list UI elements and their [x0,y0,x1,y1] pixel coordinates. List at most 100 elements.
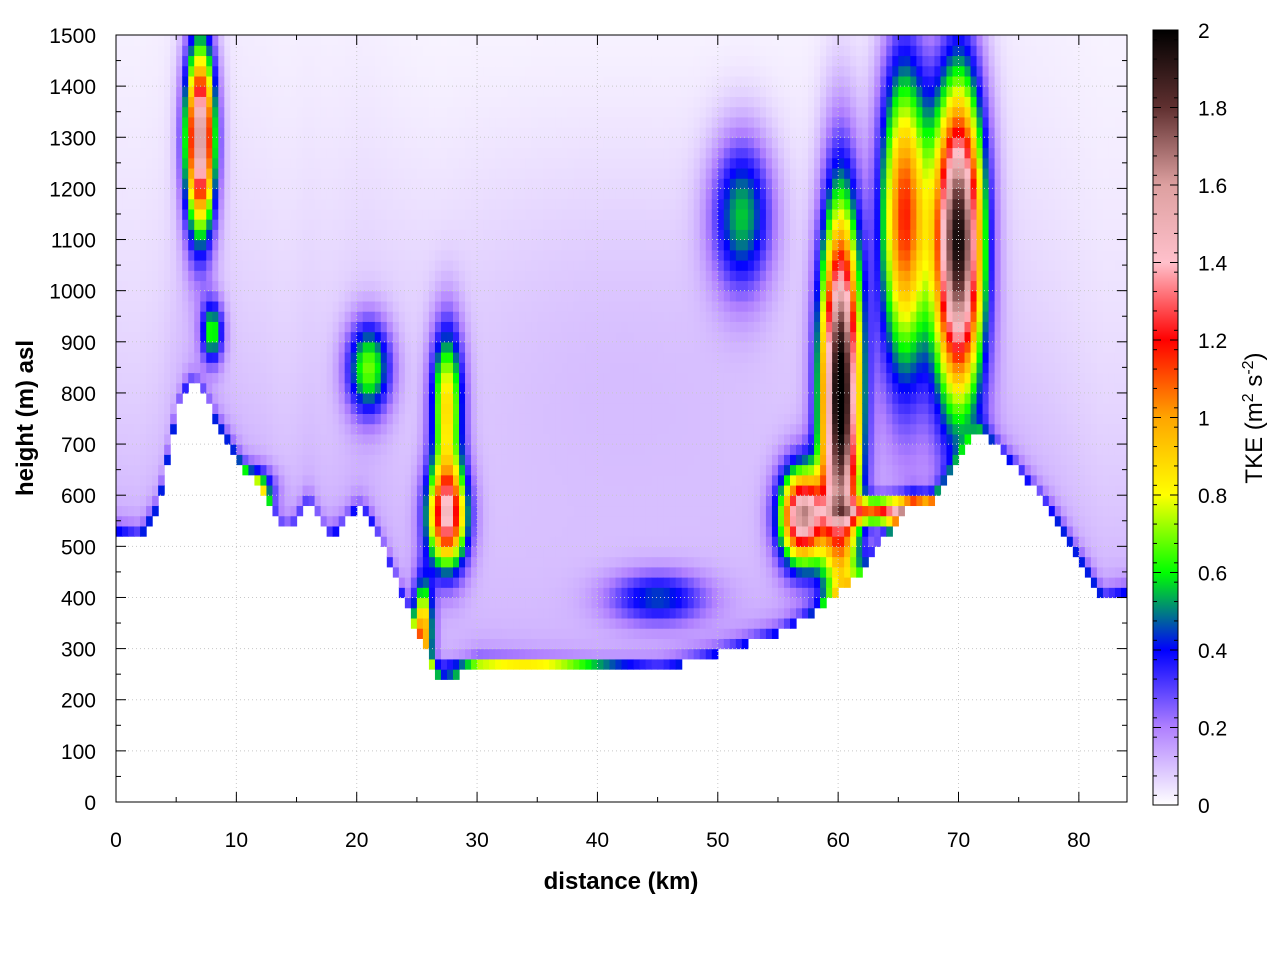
heatmap-cell [134,106,141,118]
heatmap-cell [296,484,304,496]
heatmap-cell [380,321,388,333]
heatmap-cell [543,219,550,230]
heatmap-cell [290,86,298,97]
heatmap-cell [398,587,406,599]
heatmap-cell [567,270,574,282]
heatmap-cell [332,321,340,333]
heatmap-cell [543,566,550,578]
heatmap-cell [519,546,526,558]
heatmap-cell [465,127,472,138]
heatmap-cell [428,229,436,241]
heatmap-cell [669,96,677,108]
heatmap-cell [585,35,593,46]
heatmap-cell [128,372,135,384]
heatmap-cell [446,300,454,312]
heatmap-cell [278,300,286,312]
heatmap-cell [248,352,256,363]
heatmap-cell [519,454,526,466]
heatmap-cell [302,484,310,496]
heatmap-cell [404,290,412,302]
heatmap-cell [122,45,129,57]
heatmap-cell [555,423,562,435]
heatmap-cell [428,515,436,527]
heatmap-cell [639,423,647,435]
heatmap-cell [146,280,153,292]
heatmap-cell [543,178,550,189]
heatmap-cell [374,219,382,230]
heatmap-cell [158,167,165,179]
heatmap-cell [519,331,526,343]
heatmap-cell [603,290,611,302]
heatmap-cell [434,444,442,455]
heatmap-cell [579,362,586,374]
heatmap-cell [585,464,593,476]
heatmap-cell [272,137,280,149]
heatmap-cell [507,495,514,507]
heatmap-cell [579,300,586,312]
heatmap-cell [651,515,659,527]
heatmap-cell [212,352,219,363]
heatmap-cell [356,198,364,210]
heatmap-cell [459,392,466,404]
heatmap-cell [380,484,388,496]
heatmap-cell [272,167,280,179]
heatmap-cell [416,300,424,312]
heatmap-cell [278,505,286,517]
heatmap-cell [501,249,508,261]
heatmap-cell [477,188,484,200]
heatmap-cell [657,290,665,302]
heatmap-cell [218,362,225,374]
heatmap-cell [483,536,490,547]
heatmap-cell [218,45,225,57]
heatmap-cell [398,106,406,118]
heatmap-cell [543,495,550,507]
heatmap-cell [434,157,442,169]
heatmap-cell [164,55,171,67]
heatmap-cell [128,198,135,210]
heatmap-cell [314,280,322,292]
heatmap-cell [675,178,683,189]
heatmap-cell [525,505,532,517]
heatmap-cell [332,464,340,476]
heatmap-cell [344,341,352,353]
heatmap-cell [657,617,665,629]
heatmap-cell [158,127,165,138]
heatmap-cell [615,587,623,599]
heatmap-cell [320,188,328,200]
heatmap-cell [453,137,460,149]
heatmap-cell [182,86,189,97]
heatmap-cell [543,587,550,599]
heatmap-cell [615,433,623,445]
heatmap-cell [483,147,490,159]
heatmap-cell [380,362,388,374]
heatmap-cell [477,341,484,353]
heatmap-cell [404,137,412,149]
heatmap-cell [266,392,274,404]
heatmap-cell [416,270,424,282]
heatmap-cell [657,566,665,578]
heatmap-cell [152,106,159,118]
heatmap-cell [591,392,599,404]
heatmap-cell [134,403,141,414]
heatmap-cell [344,413,352,425]
heatmap-cell [537,454,544,466]
heatmap-cell [669,229,677,241]
heatmap-cell [134,147,141,159]
heatmap-cell [236,45,243,57]
heatmap-cell [320,65,328,77]
heatmap-cell [434,484,442,496]
heatmap-cell [416,413,424,425]
heatmap-cell [567,382,574,394]
heatmap-cell [639,352,647,363]
heatmap-cell [489,198,496,210]
heatmap-cell [627,208,635,220]
heatmap-cell [501,157,508,169]
heatmap-cell [567,587,574,599]
heatmap-cell [621,658,629,670]
heatmap-cell [639,65,647,77]
heatmap-cell [603,587,611,599]
heatmap-cell [543,505,550,517]
heatmap-cell [200,86,207,97]
heatmap-cell [242,280,249,292]
heatmap-cell [513,55,520,67]
